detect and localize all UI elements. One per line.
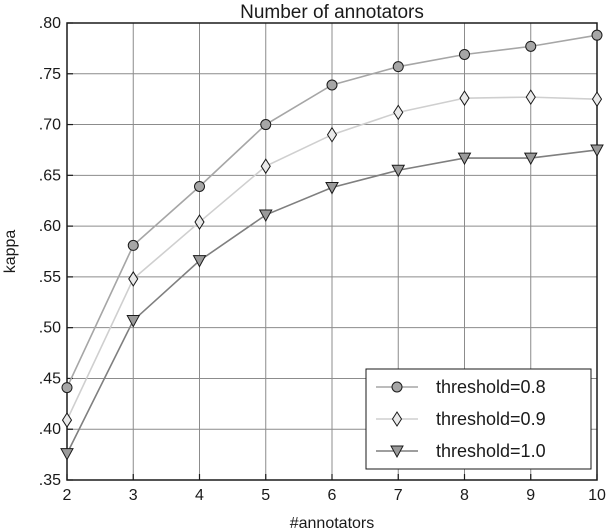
data-point — [260, 158, 271, 175]
legend-entry-label: threshold=0.9 — [436, 409, 546, 429]
data-point — [128, 270, 139, 287]
data-point — [326, 126, 338, 143]
data-point — [194, 181, 205, 193]
data-point — [325, 182, 339, 195]
y-tick-label: .45 — [39, 370, 61, 387]
axis-ticks: 2 3 4 5 6 7 8 9 10 .35 .40 .45 .50 .55 .60 .65 .70 .75 .80 — [39, 15, 606, 504]
legend-box — [365, 368, 592, 470]
data-point — [126, 315, 141, 328]
data-point — [393, 104, 404, 121]
x-tick-label: 5 — [261, 487, 270, 504]
legend-entry-label: threshold=0.8 — [436, 377, 546, 397]
data-point — [392, 61, 404, 73]
y-tick-label: .40 — [39, 421, 61, 438]
series-group-2 — [61, 89, 603, 429]
data-point — [525, 40, 537, 52]
series-group-1 — [61, 29, 603, 394]
legend-marker — [391, 381, 403, 393]
data-point — [258, 209, 273, 222]
legend: threshold=0.8 threshold=0.9 threshold=1.0 — [365, 368, 592, 470]
data-point — [391, 164, 406, 178]
y-tick-label: .80 — [39, 15, 61, 32]
y-axis-label: kappa — [2, 230, 19, 274]
data-point — [194, 214, 205, 230]
x-tick-label: 7 — [394, 487, 403, 504]
legend-marker — [391, 411, 403, 427]
data-point — [457, 152, 472, 166]
y-tick-label: .70 — [39, 117, 61, 134]
data-point — [591, 29, 603, 41]
data-point — [127, 239, 139, 251]
x-tick-label: 9 — [526, 487, 535, 504]
legend-entry-label: threshold=1.0 — [436, 441, 546, 461]
x-tick-label: 8 — [460, 487, 469, 504]
data-point — [591, 91, 603, 108]
data-point — [192, 255, 207, 268]
data-point — [260, 119, 272, 131]
series-group-3 — [60, 144, 604, 461]
y-tick-label: .75 — [39, 66, 61, 83]
chart-title: Number of annotators — [240, 2, 424, 23]
data-point — [61, 382, 73, 394]
data-point — [523, 152, 538, 166]
y-tick-label: .50 — [39, 320, 61, 337]
x-tick-label: 2 — [63, 487, 72, 504]
x-axis-label: #annotators — [290, 515, 375, 532]
series-layer — [60, 29, 604, 461]
data-point — [590, 144, 604, 157]
x-tick-label: 10 — [588, 487, 606, 504]
y-tick-label: .60 — [39, 218, 61, 235]
x-tick-label: 4 — [195, 487, 204, 504]
y-tick-label: .35 — [39, 472, 61, 489]
data-point — [61, 412, 73, 429]
data-point — [459, 48, 470, 60]
data-point — [525, 89, 536, 106]
data-point — [326, 79, 338, 91]
y-tick-label: .55 — [39, 269, 61, 286]
x-tick-label: 3 — [129, 487, 138, 504]
data-point — [459, 90, 470, 107]
y-tick-label: .65 — [39, 167, 61, 184]
legend-marker — [390, 445, 404, 459]
data-point — [60, 448, 74, 461]
x-tick-label: 6 — [328, 487, 337, 504]
